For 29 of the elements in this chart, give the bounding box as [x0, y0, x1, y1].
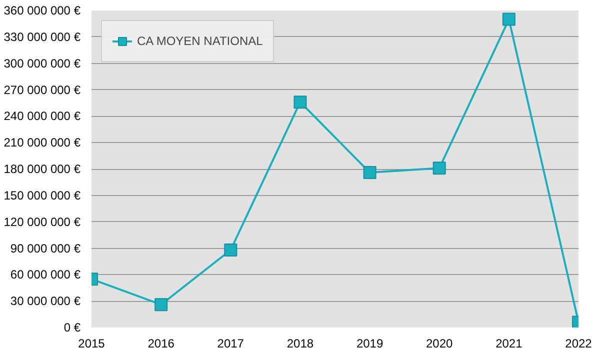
- point: [154, 298, 168, 312]
- y-tick-label: 150 000 000 €: [4, 188, 81, 202]
- x-tick-label: 2020: [426, 336, 454, 350]
- y-tick-label: 270 000 000 €: [4, 82, 81, 97]
- y-tick-label: 360 000 000 €: [4, 4, 81, 18]
- y-tick-label: 240 000 000 €: [4, 109, 81, 124]
- x-tick-label: 2017: [217, 336, 244, 350]
- point: [363, 166, 376, 180]
- y-tick-label: 0 €: [64, 320, 81, 334]
- y-tick-label: 330 000 000 €: [4, 30, 81, 44]
- point: [432, 162, 446, 175]
- point: [502, 12, 516, 26]
- x-tick-label: 2015: [78, 336, 106, 350]
- y-tick-label: 30 000 000 €: [10, 294, 81, 308]
- y-tick-label: 60 000 000 €: [10, 268, 81, 282]
- x-tick-label: 2021: [496, 336, 523, 350]
- y-tick-label: 120 000 000 €: [4, 214, 81, 229]
- y-tick-label: 210 000 000 €: [4, 136, 81, 150]
- y-tick-label: 90 000 000 €: [10, 241, 81, 256]
- legend-label: CA MOYEN NATIONAL: [137, 34, 263, 48]
- x-tick-label: 2018: [286, 336, 314, 350]
- x-tick-label: 2016: [148, 336, 175, 350]
- line-series: [92, 12, 578, 328]
- x-tick-label: 2019: [356, 336, 384, 350]
- x-tick-label: 2022: [565, 336, 592, 350]
- point: [224, 244, 238, 257]
- y-tick-label: 180 000 000 €: [4, 162, 81, 176]
- y-tick-label: 300 000 000 €: [4, 56, 81, 70]
- point: [294, 96, 307, 109]
